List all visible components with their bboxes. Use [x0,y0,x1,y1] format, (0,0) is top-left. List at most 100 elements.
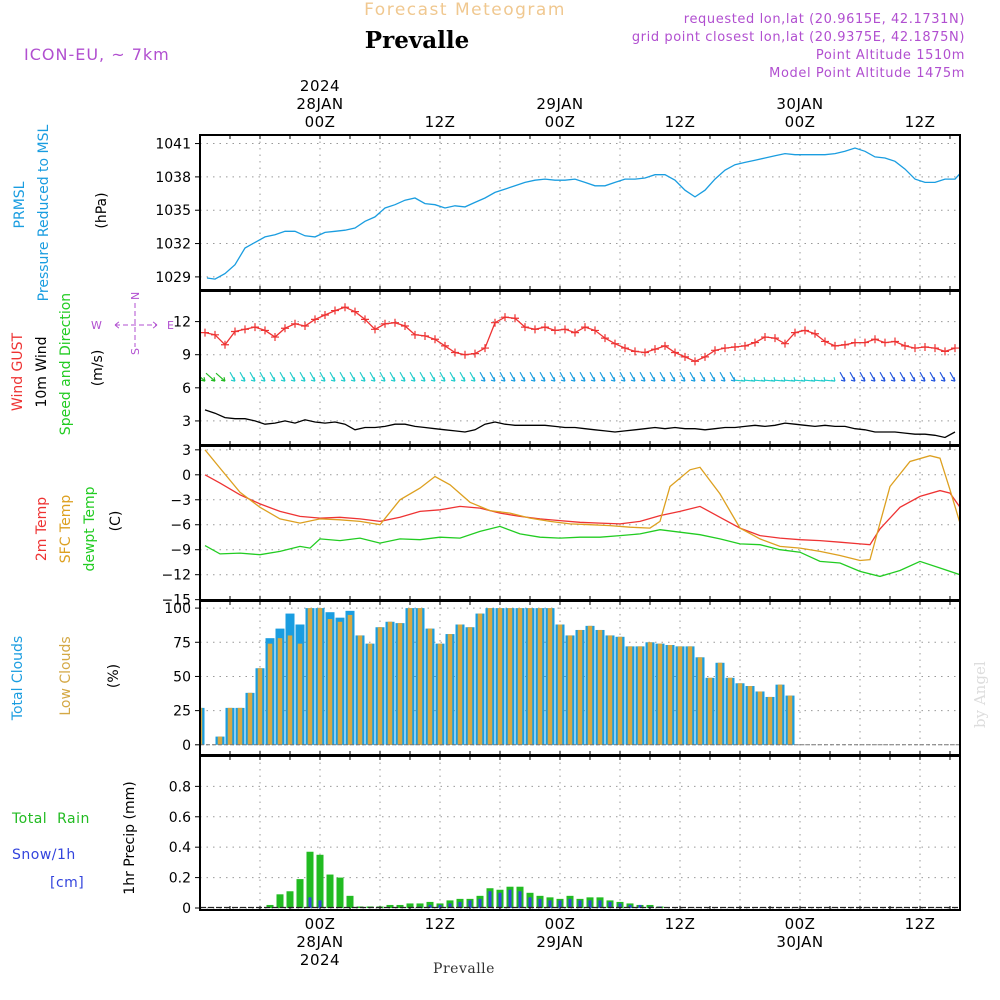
low-cloud-bar [417,608,423,745]
gust-marker [331,306,339,315]
wind-arrow [479,371,486,382]
gust-marker [851,338,859,347]
rain-bar [386,904,394,908]
wind-arrow [719,371,726,382]
ylabel-unit: (C) [108,511,124,532]
gust-marker [321,310,329,319]
wind-arrow [659,371,666,382]
wind-arrow [784,377,796,382]
low-cloud-bar [367,643,373,745]
wind-arrow [679,371,686,382]
gust-marker [471,349,479,358]
low-cloud-bar [697,657,703,745]
gust-marker [641,348,649,357]
wind-arrow [249,371,256,382]
snow-bar [608,901,612,908]
wind-arrow [419,371,426,382]
wind-arrow [459,371,466,382]
wind-arrow [319,371,326,382]
gust-marker [441,341,449,350]
snow-bar [578,900,582,908]
snow-bar [588,900,592,908]
panel-clouds: 0 25 50 75 100 Total Clouds Low Clouds (%) [10,600,961,756]
gust-marker [671,348,679,357]
ytick-label: 3 [182,443,191,459]
low-cloud-bar [237,707,243,745]
wind-arrow [599,371,606,382]
gust-marker [951,344,959,353]
gust-marker [721,344,729,353]
compass-arrows [114,303,158,347]
series-line-dewpt-temp [204,525,960,578]
rain-bar [416,903,424,908]
plot-area [200,608,960,746]
low-cloud-bar [307,608,313,745]
wind-arrow [379,371,386,382]
wind-arrow [754,377,766,382]
low-cloud-bar [617,636,623,745]
snow-bar [308,897,312,908]
ylabel-precip: 1hr Precip (mm) [122,781,138,894]
product-title: Forecast Meteogram [364,0,566,20]
ytick-label: 0 [182,738,191,754]
gust-marker [281,324,289,333]
wind-arrow [239,371,246,382]
low-cloud-bar [607,635,613,745]
wind-arrow [899,371,906,382]
gust-marker [531,325,539,334]
ylabel-wind: 10m Wind [34,336,50,407]
low-cloud-bar [217,736,223,745]
ytick-label: 100 [164,601,191,617]
bottom-time-label: 28JAN [296,933,343,951]
precip-legend-0: Total Rain [11,811,90,827]
gust-marker [221,340,229,349]
wind-arrow [439,371,446,382]
wind-arrow [259,371,266,382]
wind-arrow [329,371,336,382]
wind-arrow [839,371,846,382]
gust-marker [201,328,209,337]
wind-arrow [869,371,876,382]
ylabel-low: Low Clouds [58,636,74,715]
wind-arrow [389,371,396,382]
low-cloud-bar [427,628,433,745]
low-cloud-bar [200,707,203,745]
ytick-label: 0.2 [169,871,191,887]
wind-arrow [889,371,896,382]
precip-legend-1: Snow/1h [12,847,76,863]
gust-marker [401,322,409,331]
top-time-label: 2024 [300,77,340,95]
snow-bar [478,898,482,908]
gust-marker [821,337,829,346]
wind-arrow [669,371,676,382]
ylabel-speed-dir: Speed and Direction [58,293,74,435]
snow-bar [428,904,432,908]
low-cloud-bar [387,621,393,745]
gust-marker [751,338,759,347]
low-cloud-bar [297,643,303,745]
gust-marker [901,341,909,350]
rain-bar [406,903,414,908]
panel-precip: 0 0.2 0.4 0.6 0.8 1hr Precip (mm) Total Rain Sn… [11,755,961,917]
low-cloud-bar [637,646,643,745]
snow-bar [568,898,572,908]
panel-ylabels: PRMSL Pressure Reduced to MSL (hPa) [12,124,110,301]
ytick-label: 6 [182,381,191,397]
low-cloud-bar [397,623,403,745]
low-cloud-bar [587,625,593,745]
low-cloud-bar [567,635,573,745]
top-time-label: 28JAN [296,95,343,113]
ytick-label: 1041 [155,137,191,153]
plot-area [200,303,959,439]
series-line-prmsl [206,147,960,280]
wind-arrow [449,371,456,382]
ylabel-unit: (hPa) [94,192,110,228]
snow-bar [458,901,462,908]
ytick-label: 0.8 [169,779,191,795]
low-cloud-bar [317,608,323,745]
low-cloud-bar [537,608,543,745]
gust-marker [591,326,599,335]
wind-arrow [709,371,716,382]
low-cloud-bar [467,627,473,745]
plot-area [206,147,960,280]
